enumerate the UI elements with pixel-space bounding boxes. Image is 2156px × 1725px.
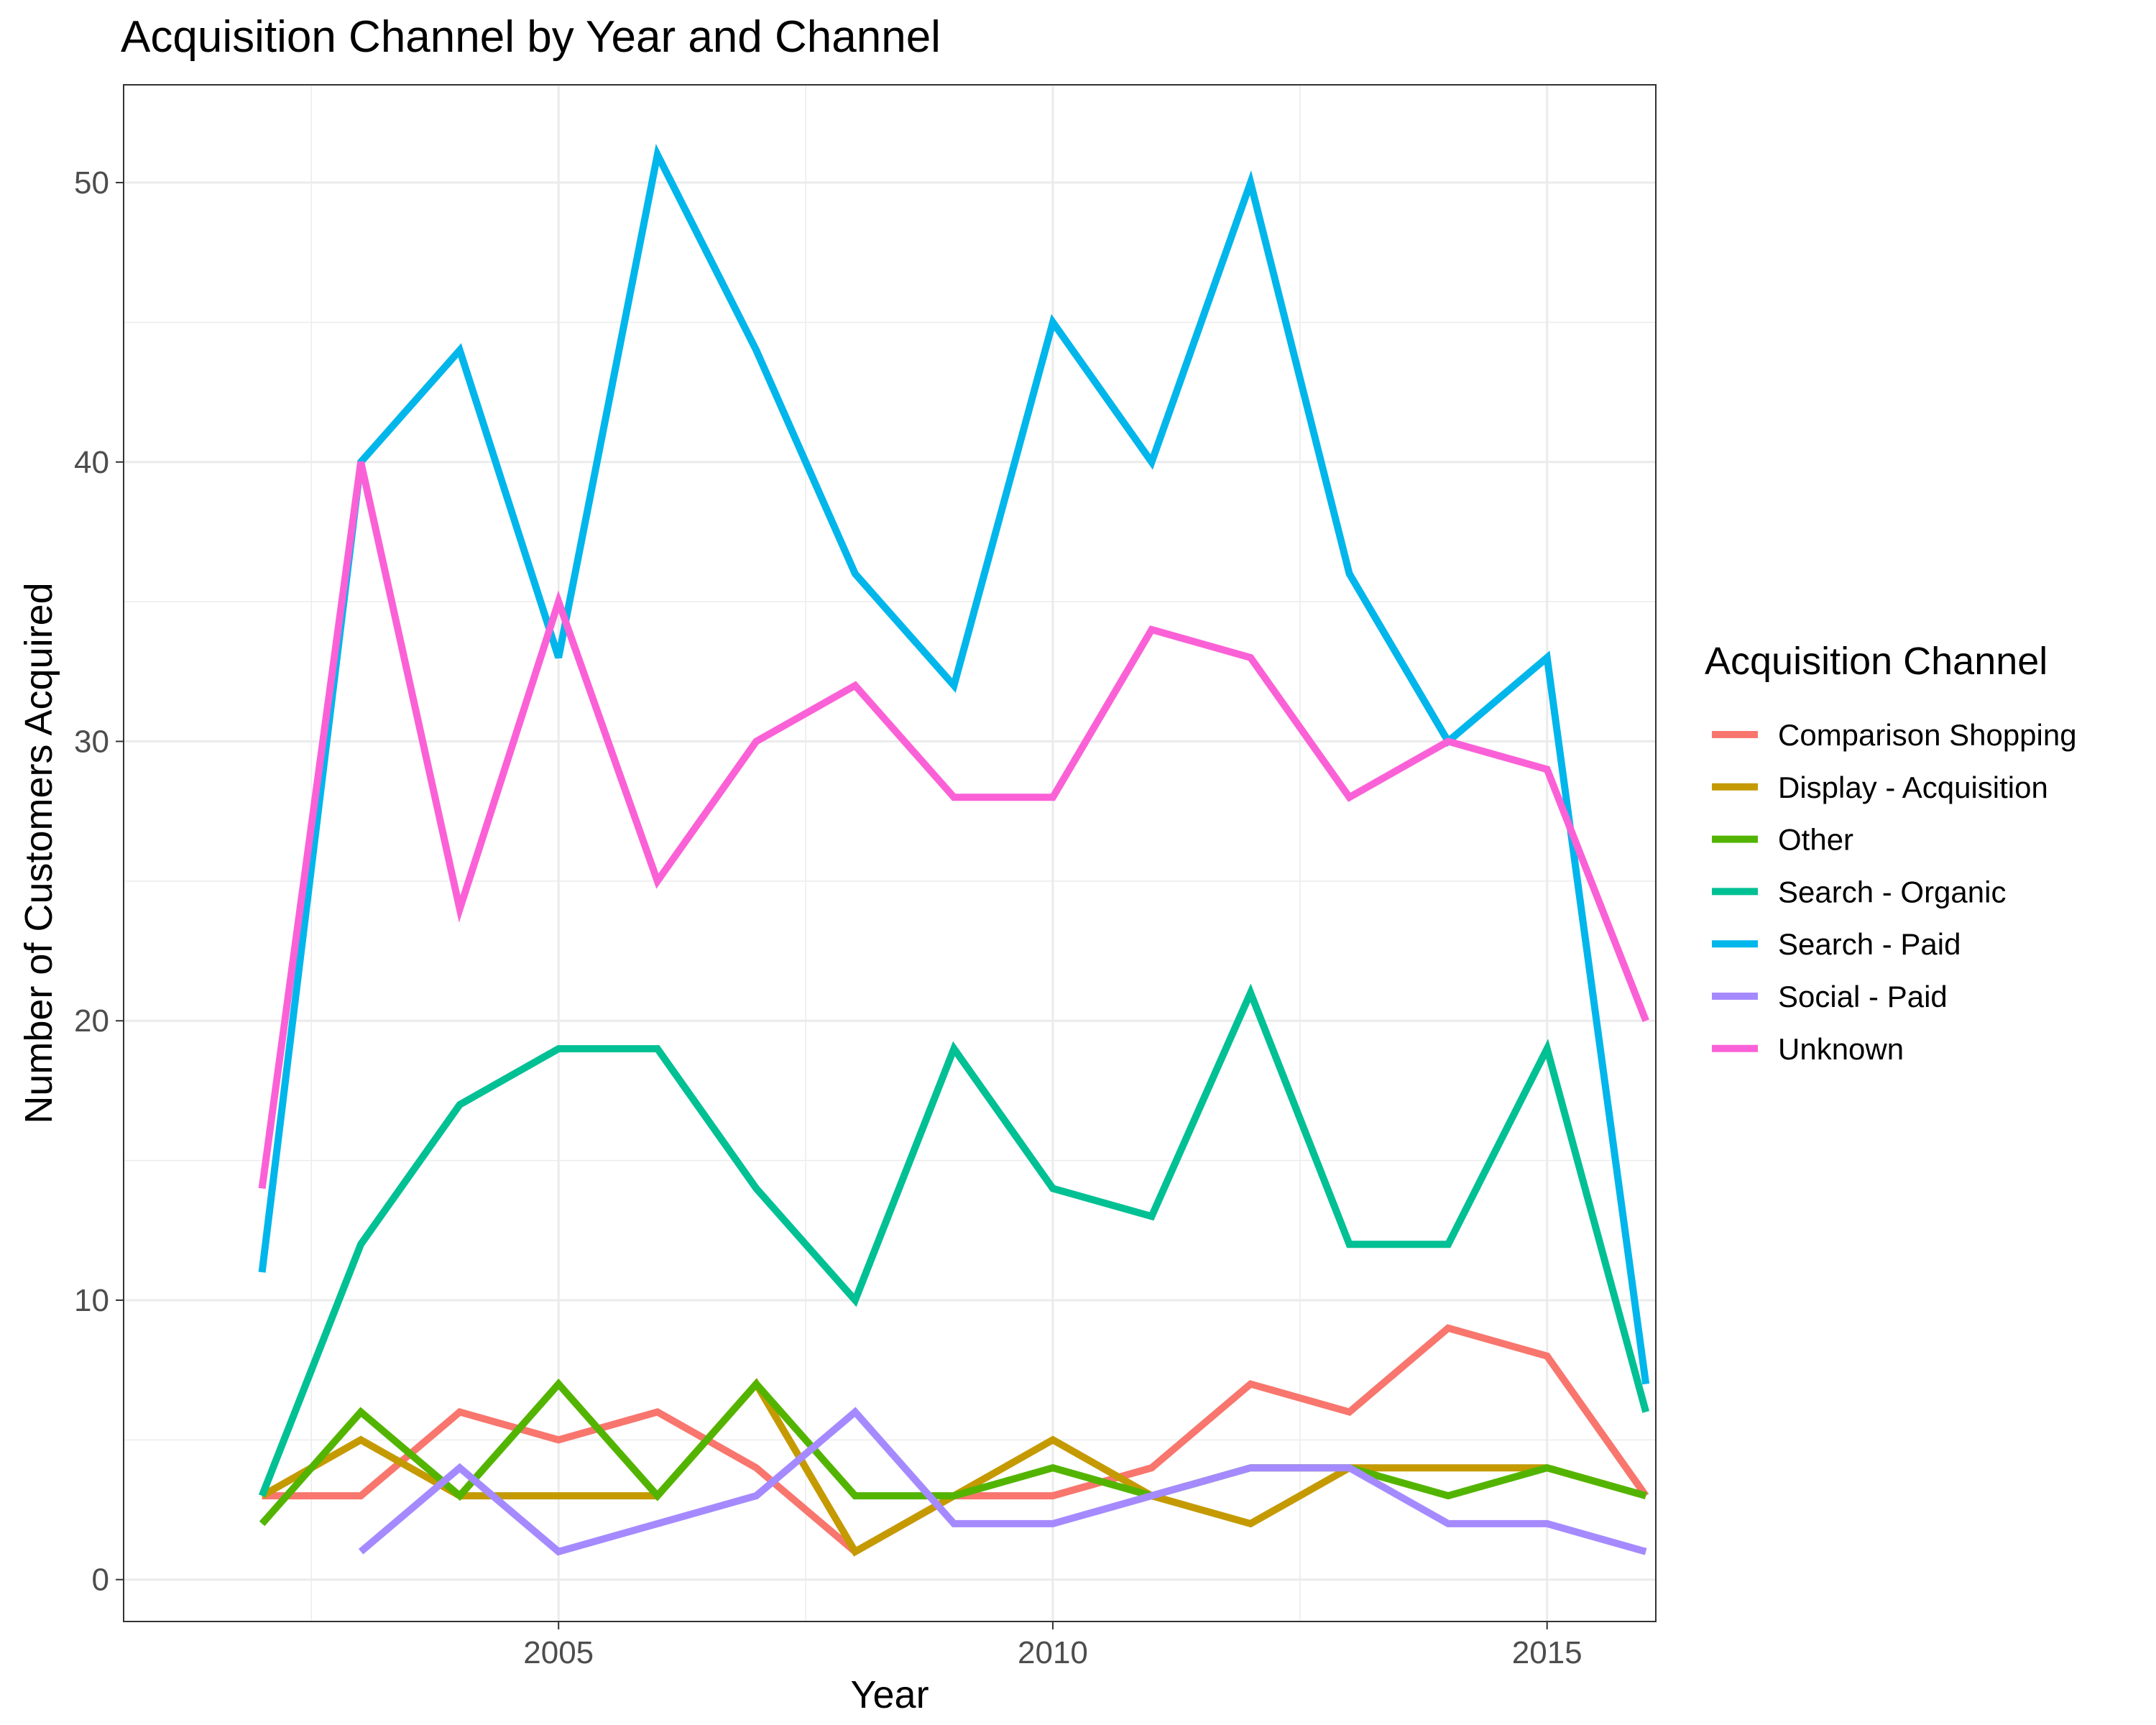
y-tick-label: 40 bbox=[74, 445, 109, 480]
legend-item-unknown: Unknown bbox=[1712, 1032, 1904, 1066]
x-axis-label: Year bbox=[850, 1673, 929, 1716]
x-tick-label: 2015 bbox=[1512, 1635, 1583, 1670]
series-line-other bbox=[259, 1379, 1647, 1527]
y-tick-label: 0 bbox=[92, 1563, 109, 1598]
legend-item-display-acquisition: Display - Acquisition bbox=[1712, 770, 2048, 804]
plot-panel bbox=[124, 85, 1656, 1622]
legend-label: Comparison Shopping bbox=[1778, 718, 2077, 752]
y-tick-label: 30 bbox=[74, 724, 109, 760]
x-tick-label: 2010 bbox=[1018, 1635, 1088, 1670]
legend-label: Other bbox=[1778, 823, 1853, 857]
chart-title: Acquisition Channel by Year and Channel bbox=[121, 12, 941, 62]
legend-item-comparison-shopping: Comparison Shopping bbox=[1712, 718, 2077, 752]
y-tick-label: 50 bbox=[74, 165, 109, 201]
x-tick-label: 2005 bbox=[523, 1635, 594, 1670]
series-line-search-paid bbox=[258, 143, 1650, 1385]
x-axis: 2005 2010 2015 bbox=[523, 1622, 1583, 1670]
series-line-search-organic bbox=[258, 983, 1650, 1497]
plot-border bbox=[123, 84, 1657, 1622]
legend: Acquisition Channel Comparison Shopping D… bbox=[1705, 640, 2077, 1066]
legend-label: Search - Organic bbox=[1778, 875, 2006, 908]
legend-item-search-organic: Search - Organic bbox=[1712, 875, 2006, 908]
series-lines bbox=[258, 143, 1650, 1557]
series-line-unknown bbox=[258, 461, 1649, 1190]
legend-title: Acquisition Channel bbox=[1705, 640, 2047, 683]
y-axis-label: Number of Customers Acquired bbox=[17, 582, 60, 1123]
legend-item-search-paid: Search - Paid bbox=[1712, 927, 1961, 961]
legend-label: Unknown bbox=[1778, 1032, 1904, 1066]
series-line-social-paid bbox=[358, 1407, 1647, 1556]
legend-label: Display - Acquisition bbox=[1778, 770, 2048, 804]
y-tick-label: 10 bbox=[74, 1283, 109, 1318]
y-axis: 0 10 20 30 40 50 bbox=[74, 165, 124, 1598]
legend-items: Comparison Shopping Display - Acquisition… bbox=[1712, 718, 2077, 1066]
legend-label: Search - Paid bbox=[1778, 927, 1961, 961]
major-gridlines bbox=[124, 85, 1656, 1622]
minor-gridlines bbox=[124, 85, 1656, 1622]
y-tick-label: 20 bbox=[74, 1003, 109, 1039]
legend-item-social-paid: Social - Paid bbox=[1712, 980, 1948, 1013]
legend-label: Social - Paid bbox=[1778, 980, 1948, 1013]
legend-item-other: Other bbox=[1712, 823, 1853, 857]
